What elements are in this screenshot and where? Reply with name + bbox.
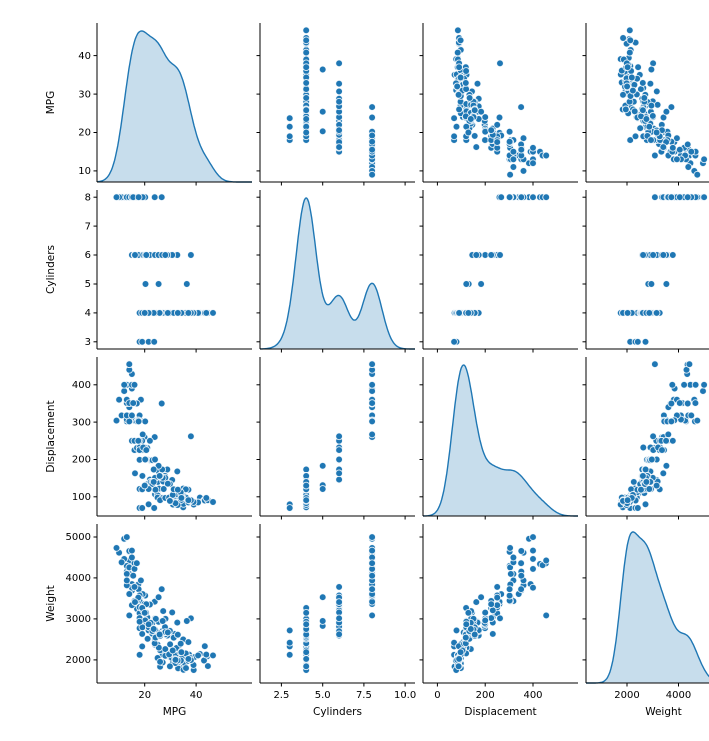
- y-tick-label: 4: [85, 308, 91, 319]
- cell-mpg-vs-displacement: [420, 23, 579, 186]
- cell-displacement-vs-mpg: 100 200 300 400: [72, 357, 252, 520]
- y-tick-label: 5000: [66, 532, 91, 543]
- x-tick-label: 200: [476, 690, 495, 701]
- y-tick-label: 5: [85, 279, 91, 290]
- y-axis-label-displacement: Displacement: [45, 400, 57, 472]
- x-tick-label: 400: [523, 690, 542, 701]
- x-tick-label: 2.5: [273, 690, 289, 701]
- kde-weight: 200040006000: [583, 524, 709, 701]
- cell-weight-vs-displacement: 0 200 400: [420, 524, 579, 701]
- cell-displacement-vs-weight: [583, 357, 709, 520]
- y-tick-label: 20: [78, 128, 91, 139]
- cell-weight-vs-mpg: 2000 3000 4000 5000 20 40: [66, 524, 252, 701]
- x-axis-label-mpg: MPG: [163, 706, 187, 718]
- cell-weight-vs-cylinders: 2.5 5.0 7.5 10.0: [257, 524, 417, 701]
- kde-fill: [260, 198, 415, 349]
- y-tick-label: 3: [85, 337, 91, 348]
- scatter-points: [286, 27, 375, 178]
- x-tick-label: 20: [138, 690, 151, 701]
- x-axis-label-cylinders: Cylinders: [313, 706, 362, 718]
- scatter-points: [113, 534, 216, 674]
- y-tick-label: 30: [78, 89, 91, 100]
- kde-cylinders: [257, 190, 416, 353]
- cell-cylinders-vs-weight: [583, 190, 709, 353]
- y-tick-label: 3000: [66, 614, 91, 625]
- y-tick-label: 10: [78, 166, 91, 177]
- y-tick-label: 7: [85, 221, 91, 232]
- cell-mpg-vs-weight: [583, 23, 709, 186]
- scatter-points: [286, 534, 375, 674]
- x-tick-label: 2000: [614, 690, 639, 701]
- y-axis-label-weight: Weight: [45, 585, 57, 622]
- y-tick-label: 300: [72, 417, 91, 428]
- cell-cylinders-vs-displacement: [420, 190, 579, 353]
- scatter-points: [617, 361, 707, 512]
- x-tick-label: 0: [434, 690, 440, 701]
- pairplot-grid: 1020304034567810020030040020003000400050…: [40, 16, 709, 725]
- scatter-points: [113, 361, 216, 512]
- y-tick-label: 2000: [66, 655, 91, 666]
- y-tick-label: 40: [78, 51, 91, 62]
- y-tick-label: 100: [72, 492, 91, 503]
- x-tick-label: 10.0: [394, 690, 416, 701]
- x-tick-label: 40: [190, 690, 203, 701]
- y-tick-label: 4000: [66, 573, 91, 584]
- x-axis-label-displacement: Displacement: [464, 706, 536, 718]
- x-tick-label: 5.0: [315, 690, 331, 701]
- scatter-points: [451, 534, 550, 674]
- kde-fill: [423, 365, 578, 516]
- scatter-points: [451, 27, 550, 178]
- y-tick-label: 8: [85, 192, 91, 203]
- scatter-points: [113, 194, 216, 345]
- cell-mpg-vs-cylinders: [257, 23, 416, 186]
- kde-fill: [586, 532, 709, 683]
- scatter-points: [451, 194, 550, 345]
- y-axis-label-mpg: MPG: [45, 91, 57, 115]
- kde-displacement: [420, 357, 579, 520]
- cell-displacement-vs-cylinders: [257, 357, 416, 520]
- y-tick-label: 400: [72, 380, 91, 391]
- scatter-points: [617, 194, 707, 345]
- y-tick-label: 200: [72, 455, 91, 466]
- x-tick-label: 4000: [666, 690, 691, 701]
- scatter-points: [617, 27, 707, 178]
- y-tick-label: 6: [85, 250, 91, 261]
- scatter-points: [286, 361, 375, 512]
- y-axis-label-cylinders: Cylinders: [45, 245, 57, 294]
- kde-fill: [97, 31, 252, 182]
- x-axis-label-weight: Weight: [645, 706, 682, 718]
- x-tick-label: 7.5: [356, 690, 372, 701]
- cell-cylinders-vs-mpg: 3 4 5 6 7 8: [85, 190, 252, 353]
- kde-mpg: 10 20 30 40: [78, 23, 252, 186]
